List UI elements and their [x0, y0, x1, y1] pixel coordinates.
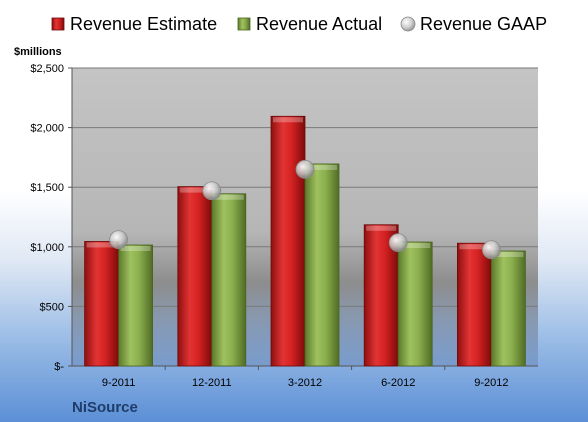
bar-highlight-revenue-actual-6-2012 — [400, 243, 431, 249]
bar-highlight-revenue-estimate-3-2012 — [273, 117, 303, 123]
company-name: NiSource — [72, 399, 138, 416]
bar-highlight-revenue-actual-3-2012 — [307, 164, 337, 170]
bar-highlight-revenue-actual-9-2011 — [120, 246, 151, 252]
bar-revenue-estimate-12-2011 — [177, 186, 213, 367]
legend-label-revenue-gaap: Revenue GAAP — [420, 14, 547, 34]
bar-revenue-estimate-9-2011 — [84, 241, 119, 367]
marker-revenue-gaap-9-2012 — [481, 240, 501, 260]
y-tick-label-1: $500 — [40, 301, 64, 313]
legend-swatch-revenue-actual — [237, 17, 251, 31]
bar-highlight-revenue-actual-9-2012 — [493, 251, 524, 257]
bar-highlight-revenue-estimate-9-2012 — [459, 244, 490, 250]
y-tick-label-4: $2,000 — [30, 123, 64, 135]
legend-label-revenue-estimate: Revenue Estimate — [70, 14, 217, 34]
legend-swatch-revenue-estimate — [51, 17, 65, 31]
marker-revenue-gaap-6-2012 — [388, 233, 408, 253]
legend-swatch-revenue-gaap — [400, 16, 416, 32]
legend-label-revenue-actual: Revenue Actual — [256, 14, 382, 34]
bar-revenue-estimate-9-2012 — [456, 242, 492, 367]
bar-highlight-revenue-estimate-6-2012 — [366, 225, 397, 231]
bar-revenue-estimate-3-2012 — [270, 115, 306, 367]
y-tick-label-3: $1,500 — [30, 182, 64, 194]
x-tick-label-3: 6-2012 — [381, 377, 415, 389]
y-tick-label-5: $2,500 — [30, 63, 64, 75]
y-tick-label-0: $- — [54, 361, 64, 373]
y-axis-unit-label: $millions — [14, 46, 62, 58]
bar-highlight-revenue-actual-12-2011 — [213, 194, 244, 200]
bar-revenue-actual-9-2011 — [118, 244, 153, 367]
axes: $- $500 $1,000 $1,500 $2,000 $2,500 9-2011 12-2… — [30, 63, 538, 389]
y-tick-label-2: $1,000 — [30, 242, 64, 254]
legend: Revenue Estimate Revenue Actual Revenue … — [51, 14, 547, 34]
bar-highlight-revenue-estimate-12-2011 — [179, 187, 210, 193]
x-tick-label-0: 9-2011 — [102, 377, 135, 389]
bar-revenue-actual-12-2011 — [211, 193, 247, 367]
bar-revenue-actual-3-2012 — [304, 163, 340, 367]
bar-highlight-revenue-estimate-9-2011 — [86, 242, 117, 248]
x-tick-label-2: 3-2012 — [288, 377, 322, 389]
x-tick-label-1: 12-2011 — [192, 377, 232, 389]
gaap-markers — [109, 159, 501, 260]
bar-revenue-actual-9-2012 — [490, 250, 526, 367]
marker-revenue-gaap-12-2011 — [202, 181, 222, 201]
bar-revenue-actual-6-2012 — [397, 241, 433, 367]
marker-revenue-gaap-3-2012 — [295, 159, 315, 179]
marker-revenue-gaap-9-2011 — [109, 230, 128, 250]
x-tick-label-4: 9-2012 — [474, 377, 508, 389]
